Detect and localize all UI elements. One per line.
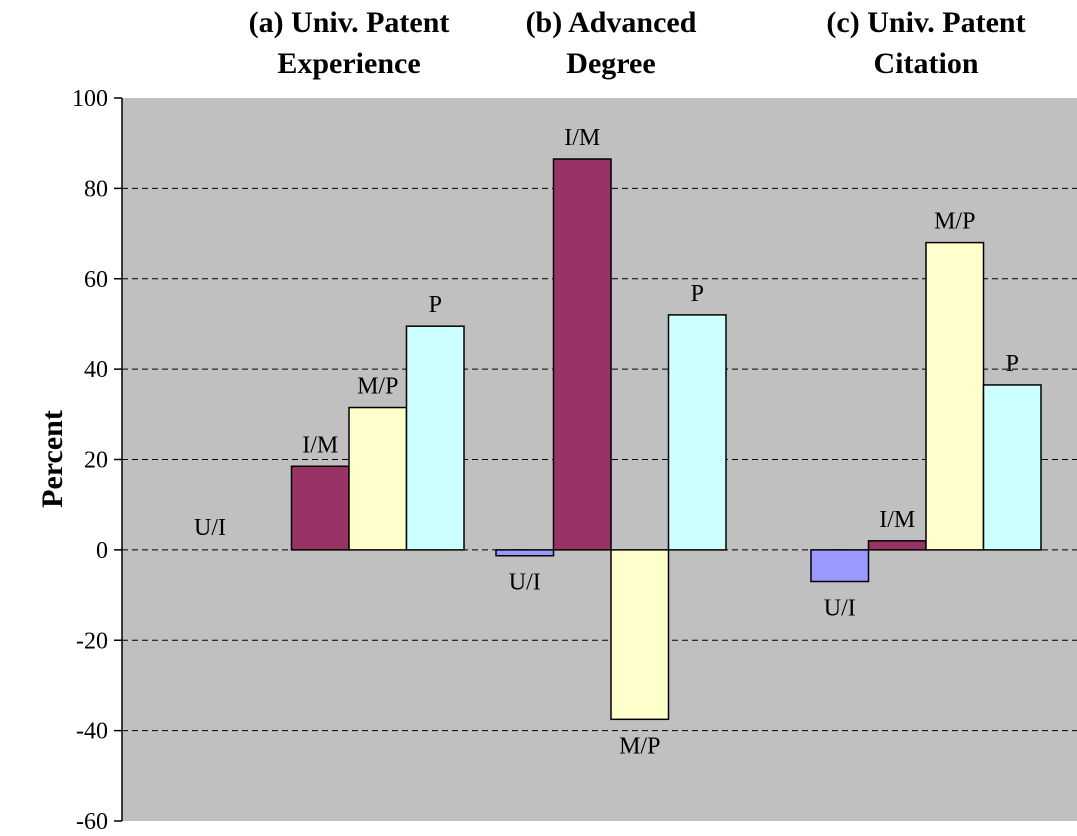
group-title: Experience	[277, 47, 420, 80]
group-title: Citation	[874, 47, 979, 80]
bar-label: I/M	[879, 507, 915, 533]
bar-labels: U/I I/M M/P P U/I I/M M/P P U/I I/M M/P P	[194, 125, 1019, 759]
y-tick-label: 80	[84, 176, 108, 202]
bar-m-p	[610, 549, 670, 721]
bar-label: I/M	[302, 432, 338, 458]
bar-p	[405, 325, 465, 551]
group-title: Degree	[566, 47, 655, 80]
bar-p	[667, 314, 727, 551]
group-title: (a) Univ. Patent	[249, 6, 450, 39]
bar-label: M/P	[934, 209, 975, 235]
bar-p	[982, 384, 1042, 551]
y-tick-label: -40	[76, 719, 108, 745]
bar-u-i	[810, 549, 870, 583]
group-titles: (a) Univ. Patent Experience (b) Advanced De…	[249, 6, 1026, 80]
bar-u-i	[495, 549, 555, 557]
bar-label: P	[429, 292, 442, 318]
bar-label: U/I	[824, 596, 856, 622]
bar-label: I/M	[564, 125, 600, 151]
y-axis: 100 80 60 40 20 0 -20 -40 -60	[72, 86, 123, 835]
y-tick-label: 20	[84, 448, 108, 474]
bar-label: M/P	[357, 374, 398, 400]
y-tick-label: 100	[72, 86, 108, 112]
y-tick-label: 60	[84, 267, 108, 293]
bar-label: U/I	[509, 570, 541, 596]
bar-i-m	[867, 540, 927, 551]
y-tick-label: -60	[76, 809, 108, 835]
bar-label: P	[1006, 351, 1019, 377]
bar-i-m	[290, 465, 350, 551]
group-title: (b) Advanced	[526, 6, 697, 39]
y-axis-label: Percent	[36, 410, 69, 508]
group-title: (c) Univ. Patent	[826, 6, 1025, 39]
bar-label: U/I	[194, 515, 226, 541]
bars	[290, 158, 1042, 721]
bar-m-p	[925, 241, 985, 551]
y-tick-label: -20	[76, 628, 108, 654]
y-tick-label: 40	[84, 357, 108, 383]
bar-i-m	[552, 158, 612, 551]
bar-m-p	[348, 406, 408, 551]
y-tick-label: 0	[96, 538, 108, 564]
bar-label: P	[691, 281, 704, 307]
bar-label: M/P	[619, 733, 660, 759]
